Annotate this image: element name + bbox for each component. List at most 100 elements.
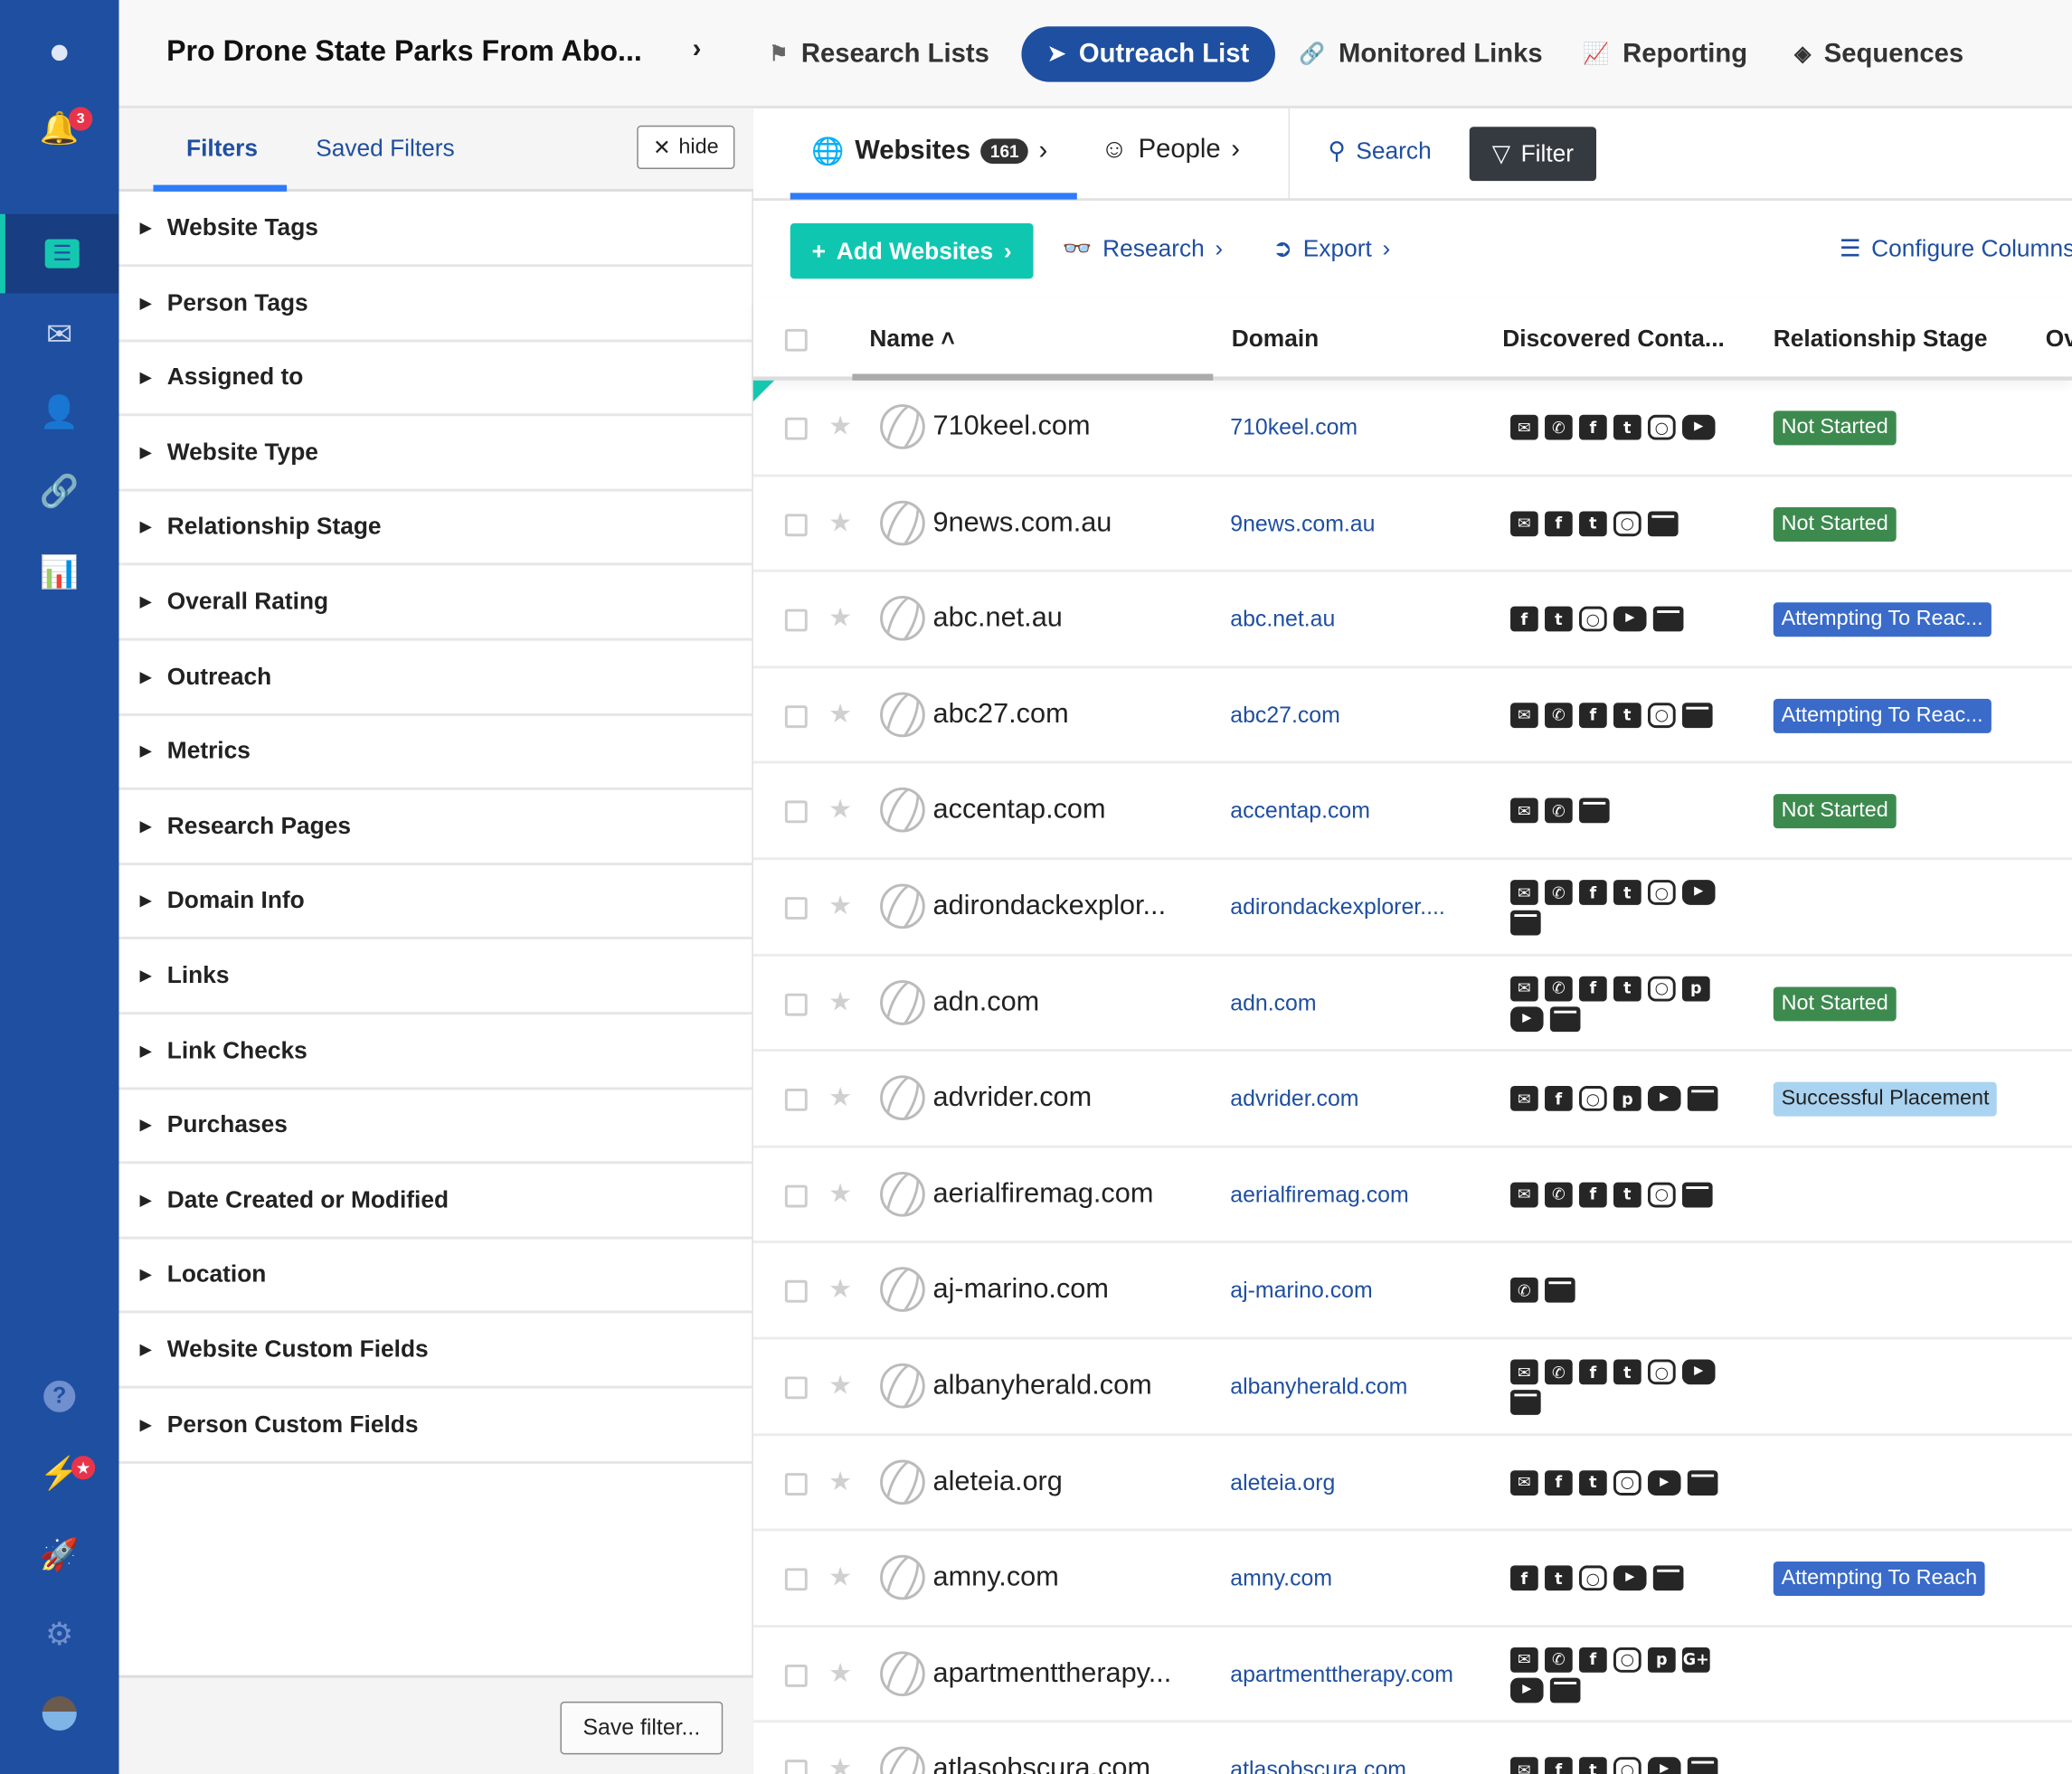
website-name[interactable]: 9news.com.au bbox=[932, 506, 1112, 538]
email-icon[interactable]: ✉ bbox=[1510, 1757, 1538, 1774]
filter-section[interactable]: ▶ Relationship Stage bbox=[118, 491, 753, 566]
domain-link[interactable]: albanyherald.com bbox=[1230, 1373, 1408, 1400]
facebook-icon[interactable]: f bbox=[1545, 510, 1573, 536]
youtube-icon[interactable]: ▶ bbox=[1510, 1005, 1544, 1032]
twitter-icon[interactable]: t bbox=[1613, 880, 1642, 905]
table-row[interactable]: ★ albanyherald.com albanyherald.com ✉ ✆ f t ○ ▶ bbox=[752, 1340, 2072, 1436]
web-icon[interactable] bbox=[1579, 798, 1610, 824]
pinterest-icon[interactable]: p bbox=[1613, 1086, 1642, 1112]
phone-icon[interactable]: ✆ bbox=[1545, 880, 1573, 905]
row-checkbox[interactable] bbox=[784, 609, 808, 632]
link-icon[interactable]: 🔗 bbox=[39, 473, 80, 510]
row-checkbox[interactable] bbox=[784, 1568, 808, 1591]
twitter-icon[interactable]: t bbox=[1613, 414, 1642, 440]
domain-link[interactable]: aj-marino.com bbox=[1230, 1278, 1373, 1304]
row-checkbox[interactable] bbox=[784, 1089, 808, 1112]
web-icon[interactable] bbox=[1647, 510, 1679, 536]
filter-section[interactable]: ▶ Metrics bbox=[118, 715, 753, 791]
table-row[interactable]: ★ atlasobscura.com atlasobscura.com ✉ f t ○ ▶ bbox=[753, 1723, 2072, 1774]
contacts-book-icon[interactable]: 👤 bbox=[39, 394, 80, 430]
star-icon[interactable]: ★ bbox=[828, 796, 853, 826]
pinterest-icon[interactable]: p bbox=[1681, 976, 1710, 1001]
web-icon[interactable] bbox=[1687, 1757, 1718, 1774]
email-icon[interactable]: ✉ bbox=[1510, 1647, 1538, 1673]
domain-link[interactable]: aerialfiremag.com bbox=[1230, 1182, 1409, 1208]
column-domain[interactable]: Domain bbox=[1231, 325, 1320, 352]
filter-section[interactable]: ▶ Assigned to bbox=[118, 341, 753, 417]
tab-research-lists[interactable]: ⚑ Research Lists bbox=[769, 26, 989, 81]
facebook-icon[interactable]: f bbox=[1579, 1359, 1607, 1385]
website-name[interactable]: accentap.com bbox=[932, 794, 1106, 826]
avatar[interactable] bbox=[0, 1681, 118, 1747]
filter-section[interactable]: ▶ Date Created or Modified bbox=[118, 1164, 753, 1240]
facebook-icon[interactable]: f bbox=[1579, 414, 1607, 440]
star-icon[interactable]: ★ bbox=[828, 1754, 853, 1774]
twitter-icon[interactable]: t bbox=[1613, 976, 1642, 1001]
table-row[interactable]: ★ accentap.com accentap.com ✉ ✆ Not Started bbox=[752, 764, 2072, 861]
web-icon[interactable] bbox=[1687, 1469, 1718, 1496]
bell-icon[interactable]: 🔔 3 bbox=[0, 95, 118, 161]
phone-icon[interactable]: ✆ bbox=[1545, 798, 1573, 824]
lightning-icon[interactable]: ⚡ ★ bbox=[0, 1440, 118, 1506]
twitter-icon[interactable]: t bbox=[1613, 1182, 1642, 1208]
instagram-icon[interactable]: ○ bbox=[1579, 1086, 1607, 1112]
email-icon[interactable]: ✉ bbox=[1510, 414, 1538, 440]
table-row[interactable]: ★ aerialfiremag.com aerialfiremag.com ✉ ✆ f t ○ bbox=[752, 1147, 2072, 1244]
twitter-icon[interactable]: t bbox=[1579, 1757, 1607, 1774]
facebook-icon[interactable]: f bbox=[1579, 1647, 1607, 1673]
facebook-icon[interactable]: f bbox=[1545, 1757, 1573, 1774]
domain-link[interactable]: abc27.com bbox=[1230, 703, 1340, 728]
title-chevron-icon[interactable]: › bbox=[692, 33, 702, 64]
save-filter-button[interactable]: Save filter... bbox=[560, 1701, 724, 1755]
youtube-icon[interactable]: ▶ bbox=[1613, 1565, 1647, 1591]
star-icon[interactable]: ★ bbox=[828, 1371, 853, 1401]
web-icon[interactable] bbox=[1652, 606, 1684, 632]
tab-saved-filters[interactable]: Saved Filters bbox=[316, 135, 455, 162]
domain-link[interactable]: abc.net.au bbox=[1230, 606, 1336, 632]
web-icon[interactable] bbox=[1681, 703, 1713, 728]
table-row[interactable]: ★ abc.net.au abc.net.au f t ○ ▶ Attempting To R… bbox=[752, 572, 2072, 668]
select-all-checkbox[interactable] bbox=[784, 328, 808, 352]
website-name[interactable]: adirondackexplor... bbox=[932, 890, 1167, 921]
web-icon[interactable] bbox=[1545, 1278, 1575, 1304]
row-checkbox[interactable] bbox=[784, 417, 808, 440]
row-checkbox[interactable] bbox=[784, 993, 808, 1015]
table-row[interactable]: ★ advrider.com advrider.com ✉ f ○ p ▶ Successful… bbox=[752, 1052, 2072, 1148]
filter-section[interactable]: ▶ Location bbox=[118, 1239, 753, 1314]
domain-link[interactable]: 9news.com.au bbox=[1230, 510, 1376, 536]
youtube-icon[interactable]: ▶ bbox=[1647, 1086, 1681, 1112]
youtube-icon[interactable]: ▶ bbox=[1681, 414, 1716, 440]
email-icon[interactable]: ✉ bbox=[1510, 880, 1538, 905]
star-icon[interactable]: ★ bbox=[828, 1467, 853, 1496]
domain-link[interactable]: advrider.com bbox=[1230, 1086, 1359, 1112]
table-row[interactable]: ★ adn.com adn.com ✉ ✆ f t ○ p ▶ Not Started bbox=[752, 956, 2072, 1052]
rocket-icon[interactable]: 🚀 bbox=[39, 1536, 80, 1573]
youtube-icon[interactable]: ▶ bbox=[1510, 1677, 1544, 1703]
twitter-icon[interactable]: t bbox=[1579, 510, 1607, 536]
list-icon[interactable]: ☰ bbox=[0, 213, 119, 294]
instagram-icon[interactable]: ○ bbox=[1647, 1359, 1676, 1385]
row-checkbox[interactable] bbox=[784, 513, 808, 536]
configure-columns-button[interactable]: ☰ Configure Columns bbox=[1840, 235, 2072, 263]
website-name[interactable]: albanyherald.com bbox=[932, 1370, 1152, 1401]
twitter-icon[interactable]: t bbox=[1579, 1469, 1607, 1496]
tab-websites[interactable]: 🌐 Websites 161 › bbox=[811, 135, 1047, 168]
tab-outreach-list[interactable]: ➤ Outreach List bbox=[1021, 26, 1276, 82]
phone-icon[interactable]: ✆ bbox=[1545, 1182, 1573, 1208]
web-icon[interactable] bbox=[1681, 1182, 1713, 1208]
table-row[interactable]: ★ apartmenttherapy... apartmenttherapy.com… bbox=[752, 1628, 2072, 1723]
domain-link[interactable]: adirondackexplorer.... bbox=[1230, 894, 1445, 920]
twitter-icon[interactable]: t bbox=[1545, 606, 1573, 632]
instagram-icon[interactable]: ○ bbox=[1647, 703, 1676, 728]
instagram-icon[interactable]: ○ bbox=[1613, 510, 1642, 536]
facebook-icon[interactable]: f bbox=[1579, 1182, 1607, 1208]
research-button[interactable]: 👓 Research › bbox=[1063, 235, 1223, 263]
domain-link[interactable]: aleteia.org bbox=[1230, 1469, 1336, 1496]
phone-icon[interactable]: ✆ bbox=[1545, 976, 1573, 1001]
tab-monitored-links[interactable]: 🔗 Monitored Links bbox=[1299, 26, 1542, 81]
filter-section[interactable]: ▶ Person Custom Fields bbox=[118, 1388, 753, 1464]
star-icon[interactable]: ★ bbox=[828, 1562, 853, 1592]
email-icon[interactable]: ✉ bbox=[1510, 510, 1538, 536]
facebook-icon[interactable]: f bbox=[1579, 976, 1607, 1001]
instagram-icon[interactable]: ○ bbox=[1613, 1469, 1642, 1496]
